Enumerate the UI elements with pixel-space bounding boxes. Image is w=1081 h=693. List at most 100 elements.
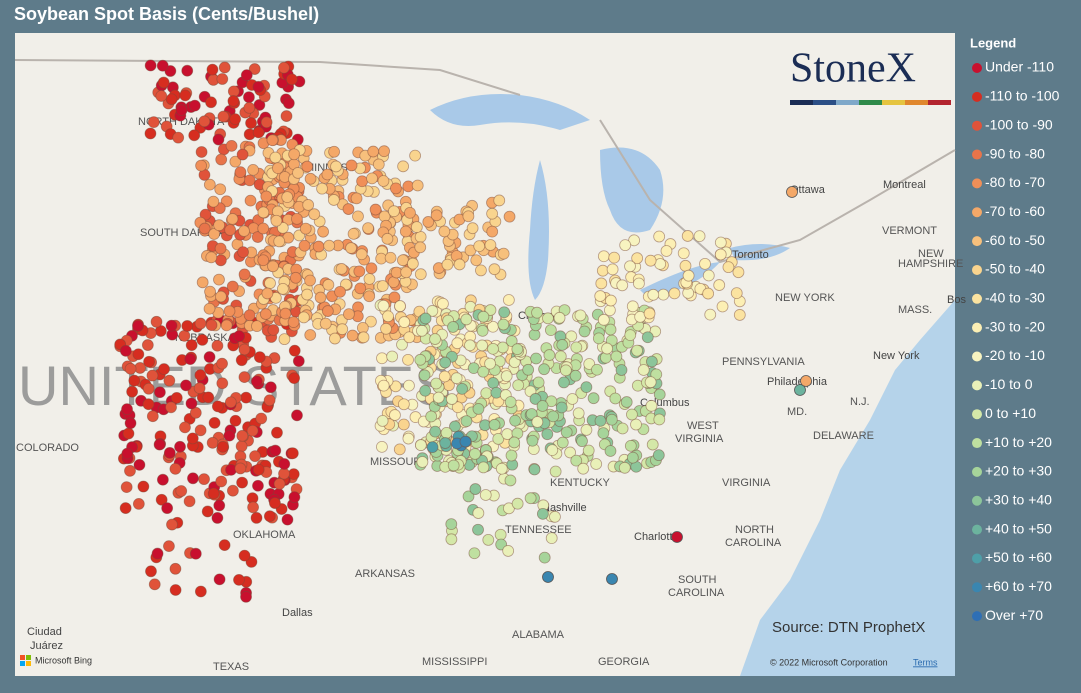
point (384, 251, 397, 264)
state-label: ARKANSAS (355, 568, 415, 580)
point (403, 331, 416, 344)
point (480, 387, 493, 400)
point (525, 408, 538, 420)
point (477, 310, 490, 323)
point (492, 432, 505, 445)
point (189, 547, 202, 560)
point (225, 139, 238, 152)
point (530, 352, 542, 365)
legend-label: -80 to -70 (985, 174, 1045, 190)
point (414, 439, 427, 452)
point (704, 308, 717, 321)
point (279, 307, 292, 320)
point (181, 64, 194, 77)
point (504, 396, 517, 408)
point (528, 463, 541, 476)
point (215, 153, 228, 166)
legend-swatch (972, 120, 982, 131)
point (472, 507, 485, 519)
point (569, 369, 582, 382)
bing-logo (20, 655, 25, 660)
point (376, 440, 388, 453)
point (624, 260, 636, 273)
logo: StoneX (790, 46, 951, 105)
point (486, 207, 499, 220)
point (289, 271, 302, 284)
point (604, 445, 617, 457)
point (576, 435, 588, 448)
point (216, 377, 229, 390)
point (217, 110, 230, 123)
point (644, 254, 657, 267)
point (347, 227, 360, 240)
border (14, 59, 956, 264)
point (205, 319, 218, 332)
point (609, 392, 622, 405)
point (553, 311, 566, 324)
point (211, 400, 224, 413)
point (702, 287, 715, 300)
point (677, 247, 690, 260)
point (495, 462, 508, 475)
point (145, 565, 157, 578)
point (469, 483, 482, 495)
city-label: Philadelphia (767, 376, 828, 388)
point (633, 277, 645, 290)
legend-swatch (972, 207, 982, 218)
point (477, 461, 490, 474)
point (570, 454, 583, 467)
point (169, 462, 182, 475)
point (218, 539, 231, 552)
city-label: Charlotte (634, 531, 679, 543)
point (278, 61, 290, 74)
point (252, 126, 265, 139)
logo-bar (882, 100, 905, 105)
point (355, 248, 368, 261)
point (119, 502, 132, 514)
point (410, 221, 423, 233)
point (161, 502, 174, 515)
point (198, 473, 210, 486)
point (800, 375, 812, 387)
state-label: COLORADO (16, 442, 79, 454)
point (343, 308, 355, 321)
point (251, 231, 264, 243)
point (255, 412, 268, 425)
point (631, 252, 644, 265)
point (133, 458, 146, 471)
point (153, 386, 166, 399)
point (187, 472, 199, 485)
point (236, 148, 249, 161)
point (124, 464, 136, 477)
point (460, 313, 473, 326)
point (713, 279, 726, 291)
legend-label: +40 to +50 (985, 520, 1052, 536)
point (541, 428, 554, 441)
point (580, 424, 593, 436)
point (257, 254, 270, 267)
city-label: New York (873, 350, 920, 362)
terms-link[interactable]: Terms (913, 657, 938, 667)
point (538, 363, 550, 376)
point (243, 309, 256, 322)
point (503, 210, 516, 223)
point (606, 573, 618, 585)
lake-huron (600, 147, 664, 233)
point (252, 463, 265, 476)
point (730, 287, 743, 300)
point (547, 410, 560, 423)
point (382, 310, 394, 323)
state-label: MASS. (898, 304, 932, 316)
point (132, 320, 144, 332)
point (213, 219, 226, 232)
point (244, 194, 257, 207)
point (580, 381, 593, 394)
point (206, 436, 219, 449)
point (574, 309, 587, 322)
state-label: N.J. (850, 396, 870, 408)
legend-swatch (972, 149, 982, 160)
lake-superior (430, 94, 590, 130)
point (460, 415, 473, 428)
state-label: MISSOURI (370, 456, 424, 468)
point (180, 379, 192, 392)
